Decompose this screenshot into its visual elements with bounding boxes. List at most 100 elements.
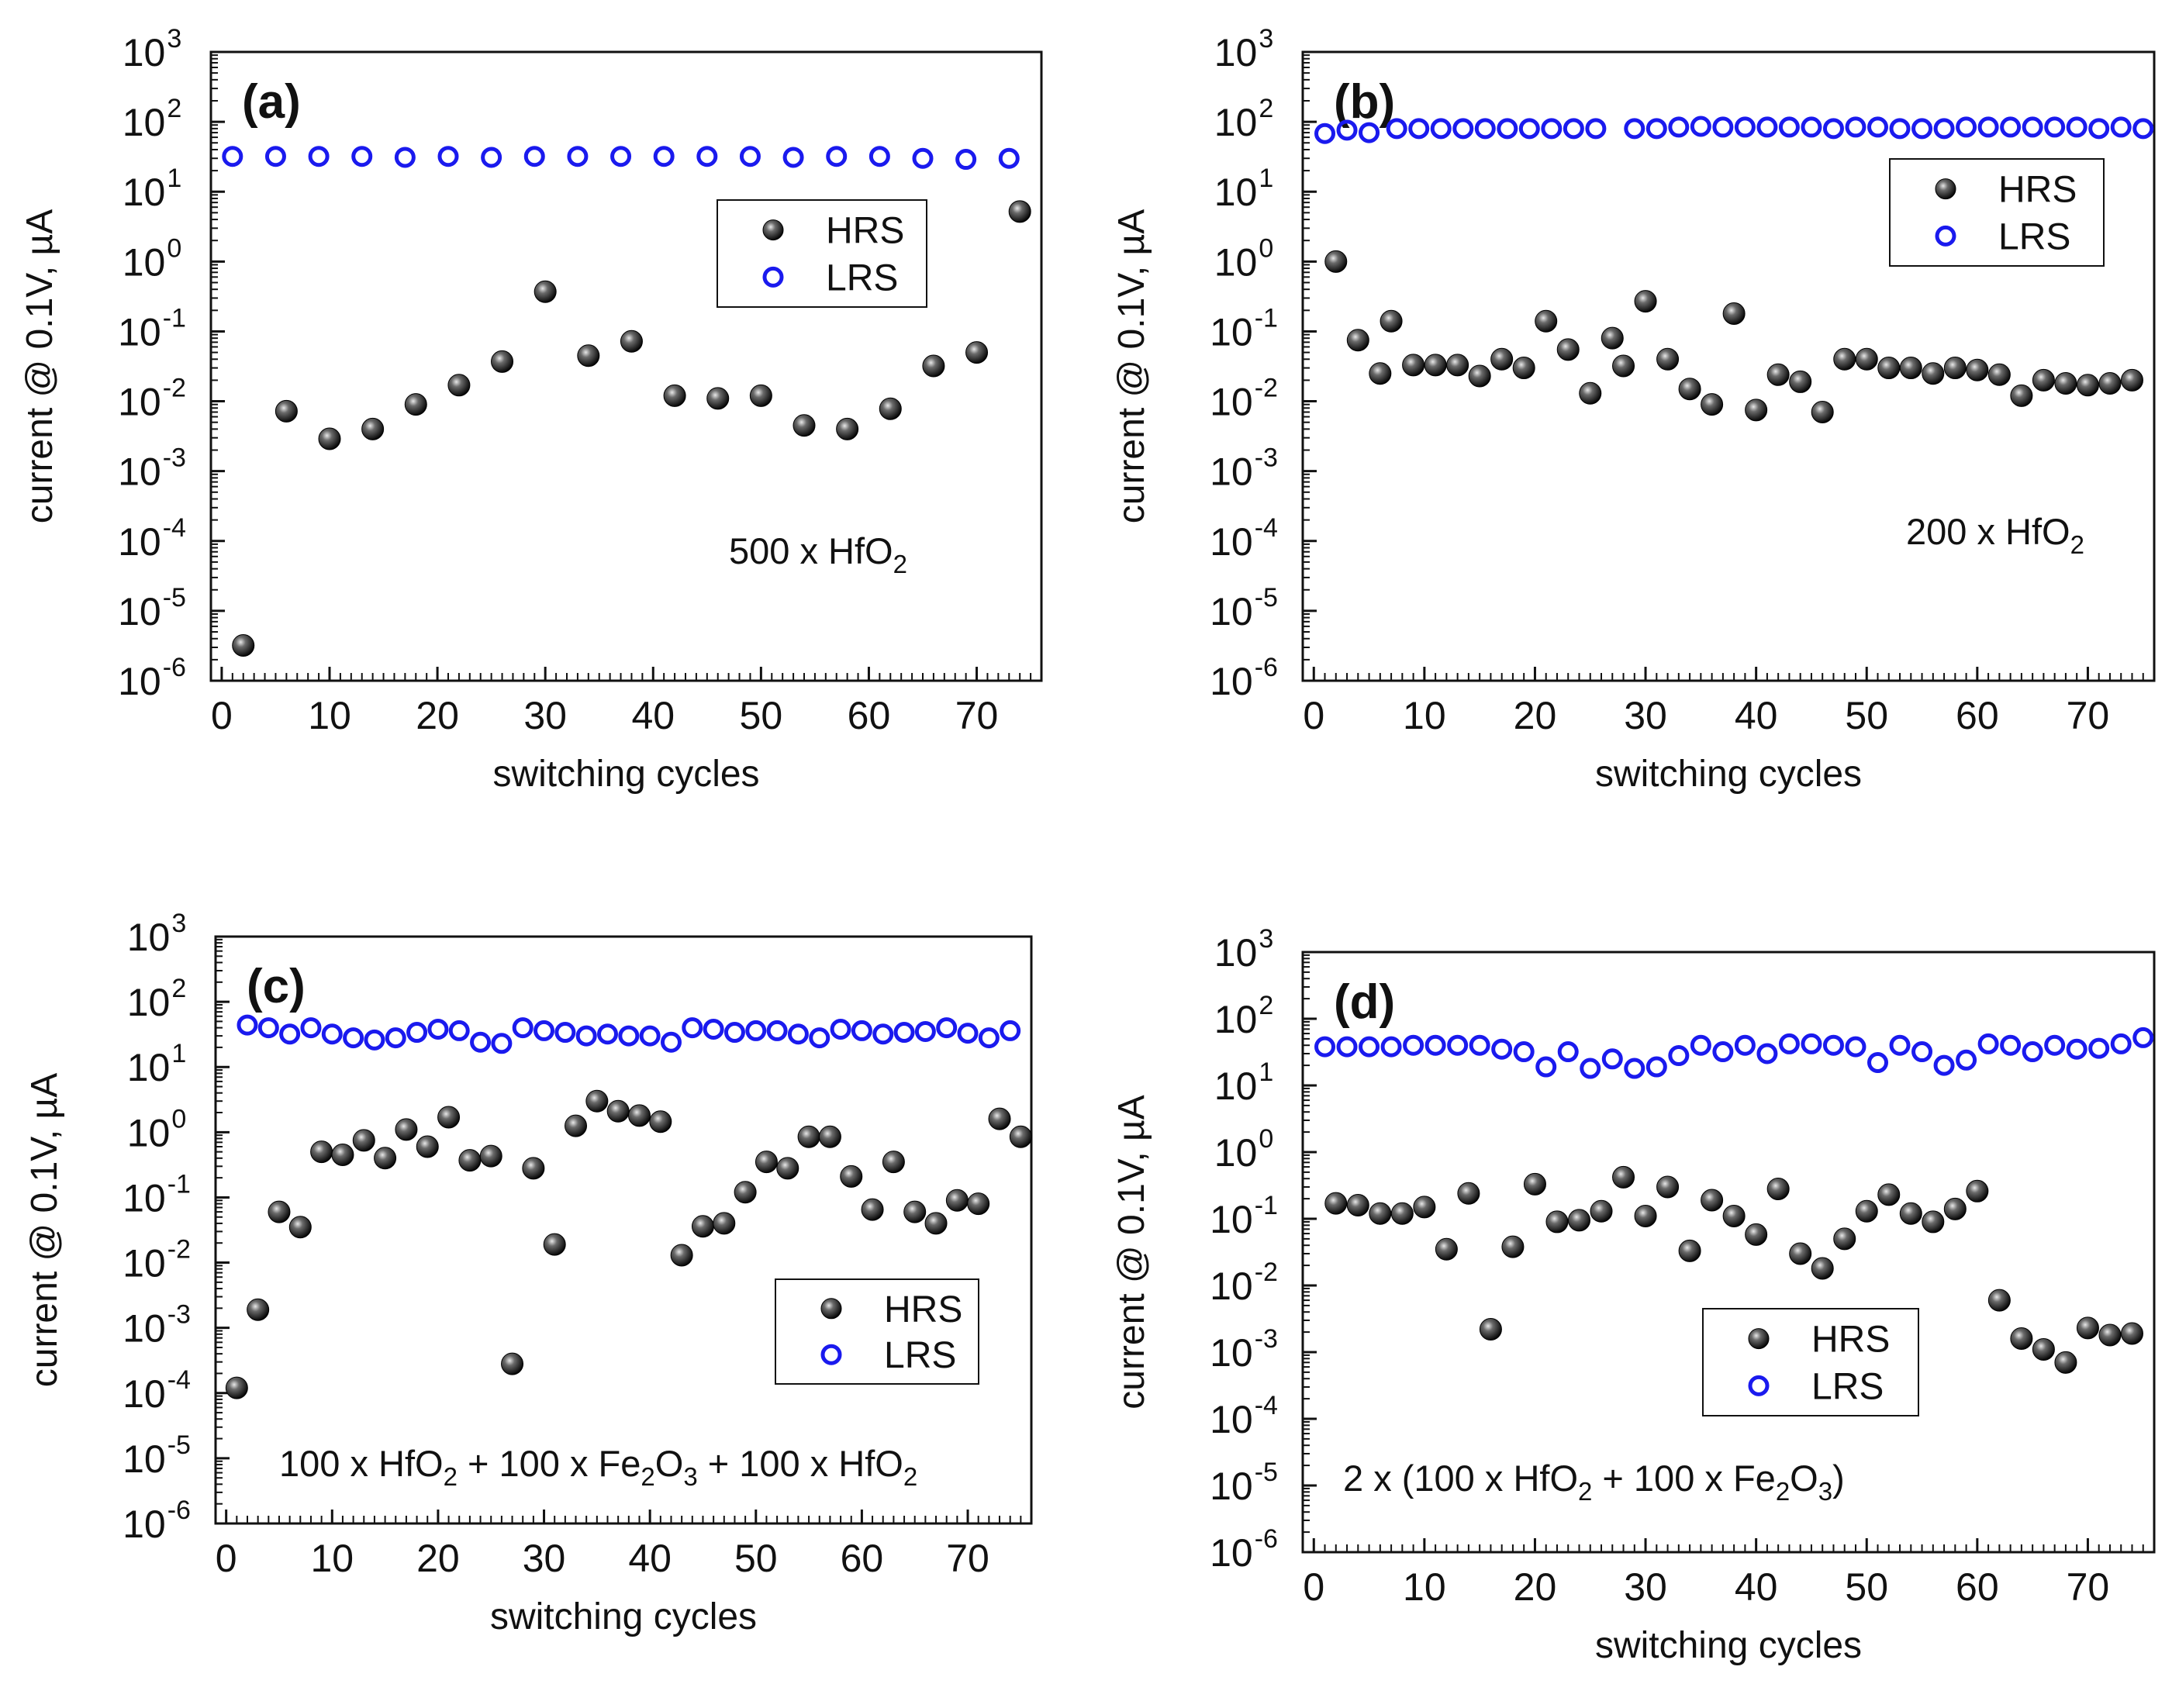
x-tick-label: 30 [523, 694, 567, 737]
hrs-point [331, 1144, 354, 1167]
hrs-point [352, 1129, 375, 1152]
legend-hrs-marker [1748, 1328, 1770, 1350]
lrs-point [1889, 1034, 1911, 1056]
hrs-point [1634, 290, 1657, 313]
lrs-point [343, 1027, 364, 1049]
legend: HRS LRS [717, 199, 927, 308]
hrs-point [458, 1149, 482, 1172]
lrs-point [491, 1033, 513, 1054]
lrs-point [512, 1017, 534, 1039]
lrs-point [2132, 1027, 2154, 1048]
hrs-point [749, 384, 772, 407]
hrs-point [1789, 370, 1812, 393]
lrs-point [1690, 116, 1711, 137]
hrs-point [404, 393, 427, 416]
lrs-point [703, 1018, 724, 1040]
lrs-point [1822, 1034, 1844, 1056]
lrs-point [618, 1025, 640, 1047]
y-tick-label: 10-4 [123, 1365, 191, 1416]
hrs-point [1413, 1196, 1436, 1219]
hrs-point [1590, 1199, 1613, 1223]
lrs-point [1430, 118, 1452, 140]
y-tick-label: 10-1 [123, 1169, 191, 1220]
lrs-point [1756, 116, 1778, 138]
hrs-point [2010, 1327, 2033, 1350]
lrs-point [787, 1023, 809, 1045]
hrs-point [565, 1114, 588, 1137]
x-tick-label: 20 [416, 694, 459, 737]
hrs-point [491, 350, 514, 373]
hrs-point [522, 1157, 545, 1180]
y-tick-label: 103 [1214, 24, 1274, 74]
lrs-point [385, 1027, 406, 1049]
hrs-point [1369, 1202, 1392, 1225]
lrs-point [1668, 116, 1690, 138]
lrs-point [739, 146, 761, 167]
lrs-point [264, 146, 286, 167]
lrs-point [1756, 1043, 1778, 1064]
hrs-point [691, 1215, 714, 1238]
legend-hrs-label: HRS [1998, 170, 2077, 211]
lrs-point [2066, 1038, 2087, 1060]
lrs-point [851, 1020, 872, 1041]
legend-hrs-label: HRS [826, 211, 904, 252]
hrs-point [374, 1147, 397, 1170]
hrs-point [225, 1376, 248, 1399]
y-tick-label: 103 [123, 24, 182, 74]
lrs-point [1469, 1034, 1490, 1056]
hrs-point [1656, 1175, 1680, 1199]
hrs-point [1656, 347, 1680, 371]
lrs-point [1518, 118, 1540, 140]
lrs-point [1563, 118, 1584, 140]
lrs-point [1497, 118, 1518, 140]
lrs-point [1933, 1054, 1955, 1076]
hrs-point [1346, 329, 1369, 352]
lrs-point [1645, 1056, 1667, 1078]
lrs-point [1867, 1052, 1889, 1074]
y-tick-label: 10-4 [1210, 513, 1278, 564]
hrs-point [1490, 347, 1514, 371]
hrs-point [836, 417, 859, 440]
hrs-point [1346, 1193, 1369, 1216]
hrs-point [1612, 354, 1635, 378]
lrs-point [1778, 116, 1800, 138]
hrs-point [1612, 1165, 1635, 1189]
lrs-point [1645, 118, 1667, 140]
lrs-point [481, 147, 502, 168]
x-tick-label: 20 [1514, 694, 1557, 737]
legend-hrs-marker [820, 1298, 842, 1320]
hrs-point [1634, 1204, 1657, 1227]
hrs-point [755, 1151, 778, 1174]
lrs-point [1690, 1034, 1711, 1056]
panel-c: 0 10 20 30 40 50 60 70 10-6 10-5 10-4 10-3 10-2 10-1 1… [24, 909, 1033, 1637]
hrs-point [361, 417, 385, 440]
lrs-point [1336, 119, 1358, 141]
x-tick-label: 30 [523, 1537, 566, 1580]
lrs-point [1601, 1048, 1623, 1070]
hrs-point [1766, 363, 1790, 386]
lrs-point [978, 1027, 1000, 1049]
lrs-point [936, 1017, 958, 1039]
hrs-point [2120, 1322, 2143, 1345]
hrs-point [1567, 1209, 1590, 1232]
y-tick-label: 10-3 [1210, 1324, 1278, 1375]
hrs-point [1556, 338, 1580, 361]
hrs-point [2032, 368, 2055, 392]
lrs-point [610, 146, 632, 167]
legend: HRS LRS [775, 1278, 979, 1385]
legend-lrs-label: LRS [1998, 216, 2070, 257]
lrs-point [682, 1017, 703, 1039]
y-tick-label: 100 [123, 233, 182, 284]
hrs-point [1446, 354, 1469, 377]
x-tick-label: 10 [310, 1537, 354, 1580]
y-tick-label: 101 [1214, 1058, 1274, 1108]
x-tick-label: 30 [1624, 694, 1667, 737]
hrs-point [318, 427, 341, 450]
y-axis-title: current @ 0.1V, µA [24, 1073, 65, 1387]
y-tick-label: 10-4 [118, 513, 186, 564]
plot-frame [1301, 50, 2156, 682]
hrs-point [1855, 347, 1878, 371]
legend-lrs-label: LRS [826, 257, 898, 298]
hrs-point [1457, 1182, 1480, 1205]
x-tick-label: 0 [211, 694, 233, 737]
